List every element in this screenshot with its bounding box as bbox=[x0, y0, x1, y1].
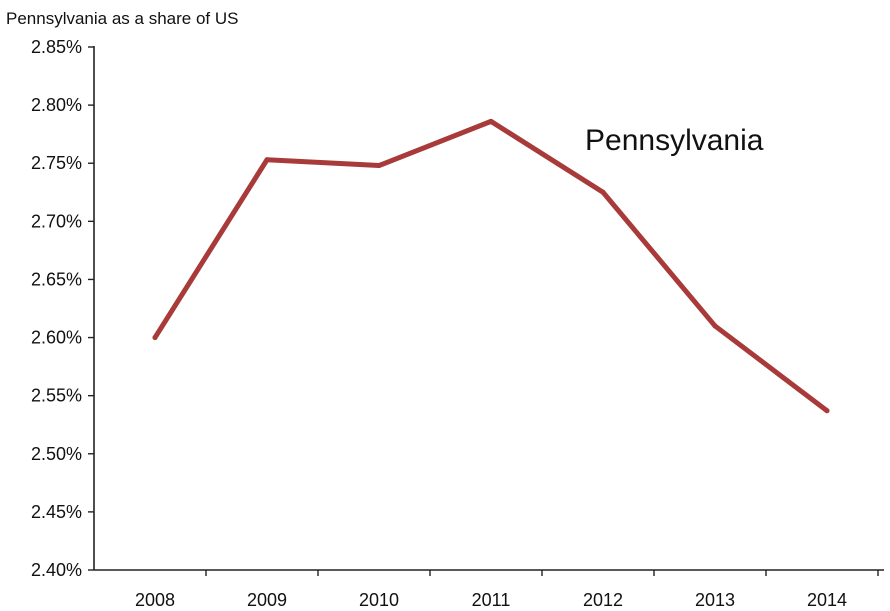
y-tick-label: 2.75% bbox=[31, 153, 82, 173]
data-point bbox=[712, 323, 718, 329]
y-tick-label: 2.80% bbox=[31, 95, 82, 115]
data-point bbox=[264, 157, 270, 163]
chart-title: Pennsylvania as a share of US bbox=[6, 9, 238, 28]
x-tick-label: 2010 bbox=[359, 590, 399, 610]
series-label: Pennsylvania bbox=[585, 124, 764, 157]
x-tick-label: 2012 bbox=[583, 590, 623, 610]
y-tick-label: 2.50% bbox=[31, 444, 82, 464]
axes: 2.40% 2.45% 2.50% 2.55% 2.60% 2.65% 2.70% 2.75%… bbox=[31, 37, 884, 610]
y-tick-label: 2.45% bbox=[31, 502, 82, 522]
y-tick-label: 2.55% bbox=[31, 386, 82, 406]
x-tick-label: 2008 bbox=[135, 590, 175, 610]
x-tick-label: 2009 bbox=[247, 590, 287, 610]
x-tick-label: 2013 bbox=[695, 590, 735, 610]
x-tick-label: 2014 bbox=[807, 590, 847, 610]
y-tick-label: 2.70% bbox=[31, 211, 82, 231]
data-point bbox=[824, 408, 830, 414]
data-point bbox=[600, 189, 606, 195]
x-tick-label: 2011 bbox=[472, 590, 511, 610]
series-line bbox=[152, 118, 830, 414]
data-point bbox=[488, 118, 494, 124]
y-tick-label: 2.40% bbox=[31, 560, 82, 580]
data-point bbox=[152, 335, 158, 341]
y-tick-label: 2.85% bbox=[31, 37, 82, 57]
y-tick-label: 2.65% bbox=[31, 269, 82, 289]
data-point bbox=[376, 163, 382, 169]
series-layer bbox=[152, 118, 830, 414]
y-tick-label: 2.60% bbox=[31, 328, 82, 348]
